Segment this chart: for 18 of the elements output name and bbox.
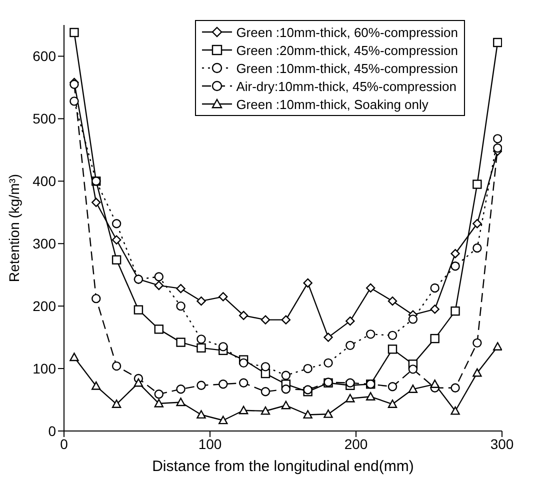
y-tick-label: 200 bbox=[32, 298, 56, 314]
legend-label: Green :10mm-thick, 60%-compression bbox=[236, 24, 458, 40]
y-tick-label: 300 bbox=[32, 236, 56, 252]
x-axis-title: Distance from the longitudinal end(mm) bbox=[152, 458, 414, 475]
x-tick-label: 100 bbox=[198, 436, 222, 452]
legend-label: Green :10mm-thick, 45%-compression bbox=[236, 60, 458, 76]
x-tick-label: 300 bbox=[490, 436, 514, 452]
legend-label: Air-dry:10mm-thick, 45%-compression bbox=[236, 78, 457, 94]
y-tick-label: 600 bbox=[32, 48, 56, 64]
legend-label: Green :10mm-thick, Soaking only bbox=[236, 96, 428, 112]
x-tick-label: 0 bbox=[60, 436, 68, 452]
y-tick-label: 100 bbox=[32, 360, 56, 377]
y-tick-label: 400 bbox=[32, 173, 56, 190]
y-tick-label: 500 bbox=[32, 110, 56, 127]
legend-label: Green :20mm-thick, 45%-compression bbox=[236, 42, 458, 58]
y-tick-label: 0 bbox=[48, 422, 56, 439]
y-axis-title: Retention (kg/m³) bbox=[6, 174, 22, 282]
x-tick-label: 200 bbox=[344, 436, 368, 452]
